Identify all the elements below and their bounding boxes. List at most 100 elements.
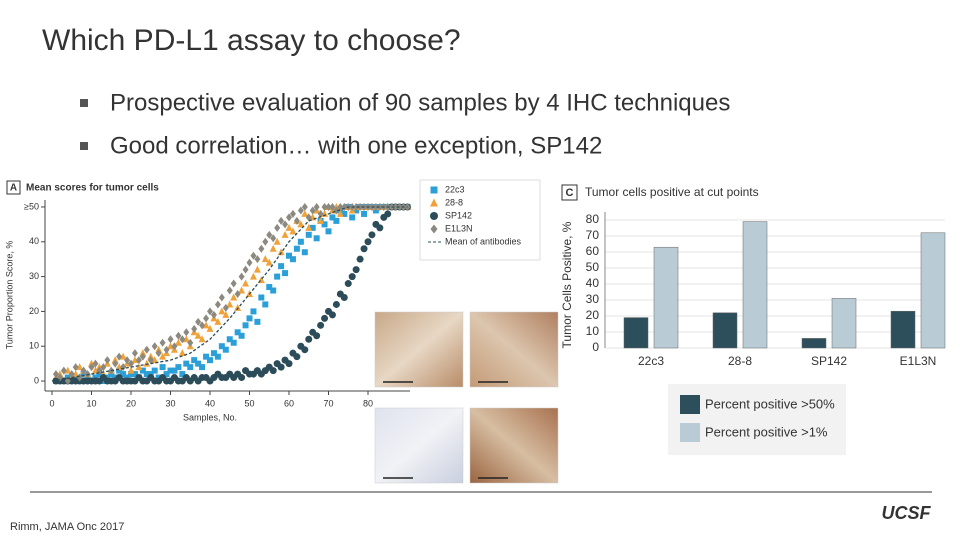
data-point — [214, 317, 222, 325]
data-point — [325, 202, 332, 211]
data-point — [309, 206, 316, 215]
data-point — [430, 186, 438, 194]
data-point — [207, 357, 213, 364]
y-tick-label: 20 — [29, 306, 39, 316]
data-point — [214, 300, 221, 309]
data-point — [341, 210, 348, 217]
data-point — [321, 221, 328, 228]
x-tick-label: 80 — [363, 398, 373, 408]
data-point — [131, 371, 138, 378]
data-point — [258, 244, 265, 253]
data-point — [159, 364, 166, 371]
data-point — [246, 315, 253, 322]
data-point — [332, 300, 340, 308]
data-point — [72, 370, 80, 378]
data-point — [238, 332, 245, 339]
x-tick-label: 50 — [244, 398, 254, 408]
legend-label: SP142 — [445, 210, 472, 220]
data-point — [265, 258, 273, 266]
data-point — [368, 231, 376, 239]
legend-label: E1L3N — [445, 223, 473, 233]
data-point — [305, 231, 312, 238]
data-point — [317, 209, 324, 218]
data-point — [195, 317, 202, 326]
data-point — [262, 301, 269, 308]
bar — [712, 312, 738, 349]
x-axis-label: Samples, No. — [183, 412, 237, 422]
y-tick-label: 30 — [29, 271, 39, 281]
figure-c: C Tumor cells positive at cut points Tum… — [560, 184, 946, 455]
data-point — [191, 324, 198, 333]
data-point — [317, 321, 325, 329]
data-point — [396, 202, 403, 211]
data-point — [151, 356, 159, 364]
x-tick-label: 70 — [323, 398, 333, 408]
legend-label: Percent positive >1% — [705, 424, 828, 439]
data-point — [230, 339, 237, 346]
data-point — [321, 314, 329, 322]
data-point — [321, 202, 328, 211]
data-point — [124, 356, 131, 365]
data-point — [277, 363, 285, 371]
micrograph — [469, 407, 559, 484]
y-axis-label: Tumor Proportion Score, % — [4, 241, 14, 350]
data-point — [340, 293, 348, 301]
data-point — [226, 300, 234, 308]
data-point — [360, 245, 368, 253]
data-point — [430, 198, 438, 207]
y-tick-label: 70 — [586, 228, 600, 242]
micrograph — [374, 311, 464, 388]
data-point — [289, 227, 297, 235]
data-point — [372, 202, 379, 211]
data-point — [333, 206, 340, 215]
legend-swatch — [680, 423, 700, 442]
data-point — [60, 366, 67, 375]
data-point — [131, 356, 139, 364]
data-point — [226, 336, 233, 343]
legend-box — [668, 384, 846, 455]
data-point — [254, 318, 261, 325]
data-point — [234, 303, 242, 311]
legend-box — [419, 179, 541, 261]
data-point — [301, 202, 308, 211]
data-point — [242, 322, 249, 329]
data-point — [234, 329, 241, 336]
data-point — [206, 324, 214, 332]
data-point — [278, 216, 285, 225]
data-point — [171, 342, 178, 351]
data-point — [242, 265, 249, 274]
data-point — [336, 209, 344, 217]
data-point — [179, 335, 186, 344]
data-point — [183, 360, 190, 367]
data-point — [430, 212, 438, 220]
data-point — [64, 366, 72, 374]
mean-line — [51, 206, 408, 382]
data-point — [250, 251, 257, 260]
data-point — [214, 353, 221, 360]
data-point — [104, 356, 111, 365]
y-tick-label: 40 — [29, 236, 39, 246]
data-point — [163, 345, 170, 354]
data-point — [337, 202, 344, 211]
legend-label: 28-8 — [445, 197, 463, 207]
data-point — [261, 255, 269, 263]
data-point — [100, 363, 107, 372]
panel-box — [561, 184, 578, 201]
bullet-text: Prospective evaluation of 90 samples by … — [110, 89, 730, 116]
micrograph — [374, 407, 464, 484]
data-point — [238, 272, 245, 281]
data-point — [182, 335, 190, 343]
x-tick-label: 30 — [165, 398, 175, 408]
bar — [653, 246, 679, 349]
data-point — [250, 308, 257, 315]
x-tick-label: SP142 — [811, 354, 847, 368]
data-point — [329, 214, 336, 221]
data-point — [191, 357, 198, 364]
data-point — [282, 270, 289, 277]
data-point — [72, 363, 79, 372]
data-point — [163, 371, 170, 378]
bullet-marker — [80, 142, 88, 150]
bullet-text: Good correlation… with one exception, SP… — [110, 132, 602, 159]
data-point — [274, 273, 281, 280]
data-point — [297, 238, 304, 245]
